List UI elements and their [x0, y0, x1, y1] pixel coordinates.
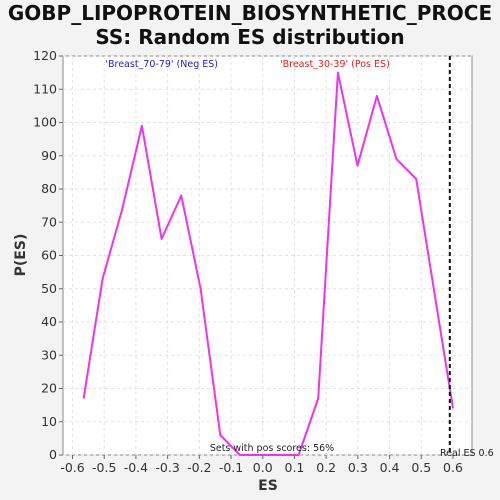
y-tick-label: 30	[41, 347, 57, 362]
x-tick-label: -0.3	[155, 460, 179, 475]
x-tick-label: 0.2	[316, 460, 336, 475]
y-tick-label: 10	[41, 414, 57, 429]
y-tick-label: 40	[41, 314, 57, 329]
grid-lines	[63, 55, 472, 456]
series-layer	[82, 71, 454, 456]
real-es-label: Real ES 0.6	[440, 448, 494, 459]
x-tick-label: 0.5	[411, 460, 431, 475]
pos-scores-annotation: Sets with pos scores: 56%	[210, 443, 334, 454]
x-tick-label: -0.6	[60, 460, 84, 475]
y-tick-label: 80	[41, 181, 57, 196]
x-tick-label: -0.2	[187, 460, 211, 475]
y-tick-label: 50	[41, 281, 57, 296]
y-tick-label: 0	[49, 447, 57, 462]
y-axis-label: P(ES)	[13, 234, 29, 277]
x-tick-label: -0.1	[219, 460, 243, 475]
legend-pos-es: 'Breast_30-39' (Pos ES)	[280, 59, 390, 70]
x-tick-label: 0.0	[253, 460, 273, 475]
y-tick-label: 60	[41, 248, 57, 263]
x-tick-label: -0.4	[124, 460, 148, 475]
y-tick-label: 70	[41, 214, 57, 229]
series-line	[82, 71, 454, 456]
x-tick-label: 0.1	[285, 460, 305, 475]
y-tick-label: 110	[33, 81, 57, 96]
x-tick-label: 0.3	[348, 460, 368, 475]
y-tick-label: 120	[33, 48, 57, 63]
y-tick-label: 90	[41, 148, 57, 163]
chart-title-line-1: GOBP_LIPOPROTEIN_BIOSYNTHETIC_PROCE	[8, 1, 492, 25]
legend-neg-es: 'Breast_70-79' (Neg ES)	[105, 59, 218, 70]
x-axis-label: ES	[258, 478, 278, 494]
x-tick-label: 0.6	[443, 460, 463, 475]
chart-title-line-2: SS: Random ES distribution	[95, 25, 404, 49]
x-tick-label: -0.5	[92, 460, 116, 475]
x-tick-label: 0.4	[380, 460, 400, 475]
y-tick-label: 20	[41, 381, 57, 396]
axis-ticks: -0.6 -0.5 -0.4 -0.3 -0.2 -0.1 0.0 0.1 0.2 0.3 0.4 0…	[33, 48, 463, 475]
y-tick-label: 100	[33, 115, 57, 130]
